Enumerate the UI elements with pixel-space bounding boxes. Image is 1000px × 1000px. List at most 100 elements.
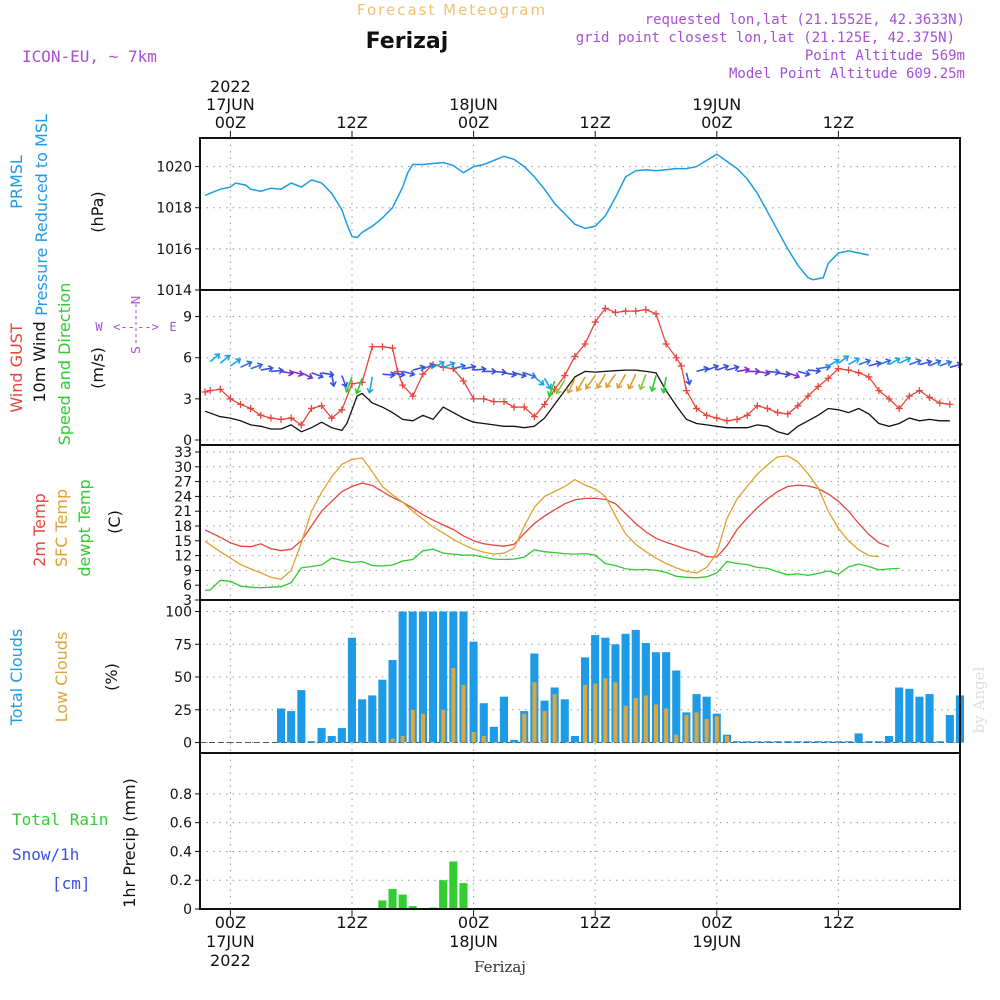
wind-gust-marker	[905, 392, 913, 400]
total-cloud-bar	[641, 643, 650, 743]
compass-right-arrow: -->	[137, 320, 159, 334]
wind-direction-arrow	[929, 359, 942, 367]
total-cloud-bar	[479, 703, 488, 743]
low-cloud-bar	[704, 718, 709, 743]
compass-left-arrow: <--	[113, 320, 135, 334]
wind-direction-arrow	[329, 374, 337, 388]
y-tick-label: 75	[174, 637, 192, 653]
total-cloud-bar	[874, 741, 883, 743]
compass-east: E	[169, 320, 176, 334]
wind-gust-marker	[946, 400, 954, 408]
total-cloud-bar	[925, 694, 934, 743]
x-tick-label-bottom: 12Z	[580, 913, 611, 932]
y-tick-label: 12	[174, 549, 192, 565]
wind-direction-arrow	[543, 377, 552, 390]
x-year-label-bottom: 2022	[210, 951, 251, 970]
wind-gust-marker	[541, 400, 549, 408]
wind-direction-arrow	[585, 375, 596, 390]
wind-direction-arrow	[566, 377, 576, 395]
total-cloud-bar	[651, 652, 660, 743]
super-title: Forecast Meteogram	[357, 1, 547, 19]
total-cloud-bar	[905, 688, 914, 743]
total-clouds-label: Total Clouds	[7, 629, 26, 727]
wind-gust-marker	[784, 410, 792, 418]
temperature-panel	[204, 455, 900, 591]
low-cloud-bar	[724, 736, 729, 743]
pressure-msl-label: Pressure Reduced to MSL	[32, 114, 51, 316]
y-tick-label: 0.4	[170, 844, 192, 860]
total-cloud-bar	[783, 741, 792, 743]
y-tick-label: 6	[183, 351, 192, 367]
y-tick-label: 3	[183, 593, 192, 609]
wind-direction-arrow	[240, 360, 253, 369]
wind-gust-marker	[652, 310, 660, 318]
wind-gust-marker	[226, 395, 234, 403]
wind-gust-marker	[723, 417, 731, 425]
low-cloud-bar	[481, 736, 486, 743]
temp-line-t2m	[204, 482, 890, 558]
total-cloud-bar	[347, 637, 356, 743]
low-cloud-bar	[451, 667, 456, 743]
total-cloud-bar	[844, 741, 853, 743]
wind-direction-arrow	[290, 370, 305, 378]
compass-north: N	[129, 296, 143, 305]
snow-unit-label: [cm]	[52, 874, 91, 893]
wind-gust-marker	[824, 374, 832, 382]
wind-direction-arrow	[503, 370, 518, 378]
wind-gust-marker	[389, 344, 397, 352]
total-cloud-bar	[560, 699, 569, 743]
pressure-panel	[204, 153, 869, 281]
total-cloud-bar	[662, 652, 671, 743]
total-cloud-bar	[672, 670, 681, 743]
low-cloud-bar	[542, 711, 547, 743]
wind-direction-arrow	[616, 373, 627, 390]
low-cloud-bar	[633, 698, 638, 743]
wind-direction-arrow	[219, 354, 231, 364]
wind-gust-marker	[677, 362, 685, 370]
grid-lines	[200, 138, 960, 910]
wind-gust-marker	[814, 383, 822, 391]
total-cloud-bar	[337, 728, 346, 743]
low-cloud-bar	[400, 736, 405, 743]
x-tick-label-bottom: 12Z	[336, 913, 367, 932]
total-cloud-bar	[570, 736, 579, 743]
total-cloud-bar	[814, 741, 823, 743]
wind-gust-marker	[611, 308, 619, 316]
total-cloud-bar	[824, 741, 833, 743]
wind-direction-arrow	[757, 369, 771, 377]
x-tick-label-top: 00Z	[458, 113, 489, 132]
low-cloud-bar	[420, 713, 425, 743]
wind-gust-marker	[237, 400, 245, 408]
wind-direction-arrow	[706, 363, 720, 371]
x-date-label-bottom: 18JUN	[449, 932, 498, 951]
total-cloud-bar	[378, 679, 387, 743]
wind-direction-arrow	[696, 365, 710, 373]
precip-unit-label: 1hr Precip (mm)	[120, 778, 139, 908]
wind-gust-marker	[632, 307, 640, 315]
x-tick-label-top: 00Z	[701, 113, 732, 132]
wind-direction-arrow	[341, 375, 349, 389]
wind-gust-marker	[378, 343, 386, 351]
total-cloud-bar	[945, 715, 954, 743]
wind-direction-arrow	[909, 358, 922, 366]
wind-gust-marker	[642, 306, 650, 314]
y-tick-label: 100	[165, 605, 192, 621]
total-cloud-bar	[733, 741, 742, 743]
wind-gust-marker	[247, 404, 255, 412]
wind-gust-marker	[662, 340, 670, 348]
wind-gust-marker	[216, 385, 224, 393]
wind-gust-marker	[459, 377, 467, 385]
wind-unit-label: (m/s)	[88, 347, 107, 389]
credit-watermark: by Angel	[970, 666, 988, 733]
wind-direction-arrow	[649, 375, 657, 393]
low-cloud-bar	[552, 694, 557, 743]
side-labels: PRMSL Pressure Reduced to MSL (hPa) Wind GU…	[7, 114, 177, 908]
x-tick-label-bottom: 00Z	[215, 913, 246, 932]
x-tick-label-top: 12Z	[823, 113, 854, 132]
low-cloud-bar	[522, 713, 527, 743]
snow-label: Snow/1h	[12, 845, 79, 864]
total-cloud-bar	[803, 741, 812, 743]
wind-gust-marker	[571, 352, 579, 360]
wind-gust-marker	[672, 354, 680, 362]
total-cloud-bar	[439, 611, 448, 743]
